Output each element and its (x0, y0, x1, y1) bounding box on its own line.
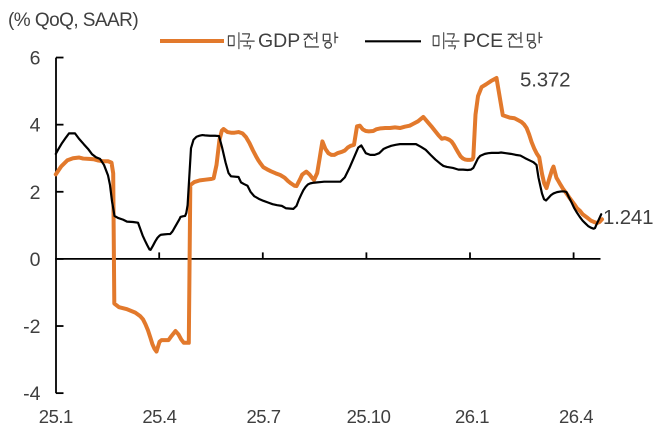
svg-text:2: 2 (30, 182, 41, 204)
svg-text:25.4: 25.4 (142, 406, 176, 427)
svg-text:5.372: 5.372 (520, 69, 570, 92)
svg-text:(% QoQ, SAAR): (% QoQ, SAAR) (8, 10, 138, 31)
svg-text:25.1: 25.1 (39, 406, 73, 427)
svg-text:-2: -2 (23, 316, 40, 338)
svg-text:4: 4 (30, 115, 41, 137)
svg-text:0: 0 (30, 249, 41, 271)
svg-text:26.1: 26.1 (455, 406, 489, 427)
svg-text:6: 6 (30, 48, 41, 70)
svg-text:PCE: PCE (463, 30, 503, 52)
svg-text:1.241: 1.241 (603, 206, 653, 229)
svg-text:25.10: 25.10 (347, 406, 391, 427)
svg-text:25.7: 25.7 (246, 406, 280, 427)
svg-text:26.4: 26.4 (559, 406, 593, 427)
svg-text:GDP: GDP (258, 30, 300, 52)
svg-text:-4: -4 (23, 383, 40, 405)
